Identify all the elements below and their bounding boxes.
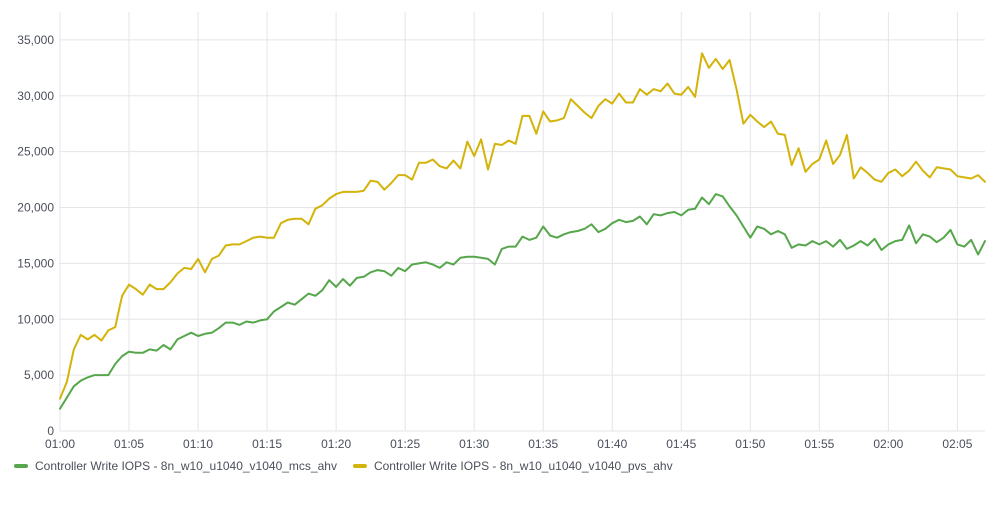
series-line-pvs[interactable]	[59, 52, 986, 400]
x-tick-label: 01:35	[528, 437, 558, 451]
x-tick-label: 01:40	[597, 437, 627, 451]
x-tick-label: 01:55	[804, 437, 834, 451]
x-tick-label: 01:05	[114, 437, 144, 451]
legend-item[interactable]: Controller Write IOPS - 8n_w10_u1040_v10…	[14, 459, 337, 473]
x-tick-label: 01:00	[45, 437, 75, 451]
x-tick-label: 01:10	[183, 437, 213, 451]
x-tick-label: 01:25	[390, 437, 420, 451]
y-tick-label: 30,000	[17, 89, 54, 103]
legend-swatch	[14, 464, 28, 468]
x-tick-label: 02:05	[942, 437, 972, 451]
x-tick-label: 01:45	[666, 437, 696, 451]
y-tick-label: 10,000	[17, 312, 54, 326]
y-tick-label: 0	[47, 424, 54, 438]
y-tick-label: 35,000	[17, 33, 54, 47]
x-axis: 01:00 01:05 01:10 01:15 01:20 01:25 01:30 01:35…	[45, 437, 973, 451]
y-tick-label: 20,000	[17, 201, 54, 215]
x-tick-label: 01:30	[459, 437, 489, 451]
x-tick-label: 02:00	[873, 437, 903, 451]
legend-item[interactable]: Controller Write IOPS - 8n_w10_u1040_v10…	[352, 459, 673, 473]
x-tick-label: 01:20	[321, 437, 351, 451]
x-tick-label: 01:15	[252, 437, 282, 451]
y-tick-label: 5,000	[24, 368, 54, 382]
series-line-mcs[interactable]	[59, 193, 986, 410]
legend[interactable]: Controller Write IOPS - 8n_w10_u1040_v10…	[14, 459, 673, 473]
series-layer	[59, 52, 986, 410]
y-tick-label: 25,000	[17, 145, 54, 159]
legend-label: Controller Write IOPS - 8n_w10_u1040_v10…	[374, 459, 673, 473]
y-axis: 0 5,000 10,000 15,000 20,000 25,000 30,000 35,0…	[17, 33, 54, 438]
y-tick-label: 15,000	[17, 256, 54, 270]
grid-lines	[59, 12, 985, 432]
legend-swatch	[352, 464, 367, 468]
legend-label: Controller Write IOPS - 8n_w10_u1040_v10…	[35, 459, 337, 473]
x-tick-label: 01:50	[735, 437, 765, 451]
